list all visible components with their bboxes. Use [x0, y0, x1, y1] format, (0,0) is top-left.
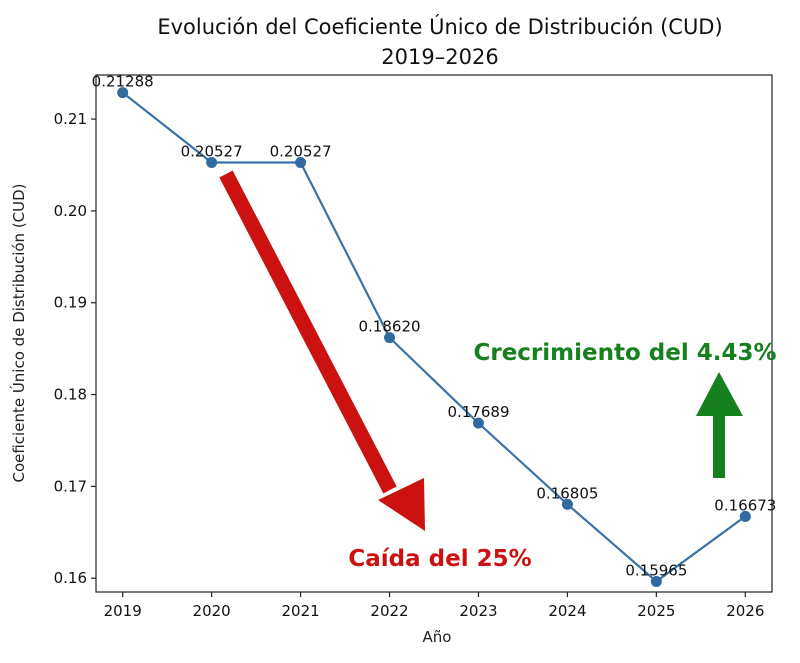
y-tick-label: 0.21 [54, 110, 87, 128]
chart-title-line2: 2019–2026 [381, 45, 498, 69]
data-point [117, 87, 129, 99]
data-label: 0.20527 [270, 143, 332, 161]
data-label: 0.20527 [181, 143, 243, 161]
y-tick-label: 0.17 [54, 477, 87, 495]
x-tick-label: 2022 [370, 602, 408, 620]
data-label: 0.15965 [625, 561, 687, 579]
data-point [650, 575, 662, 587]
data-label: 0.18620 [359, 318, 421, 336]
x-tick-label: 2026 [726, 602, 764, 620]
data-point [739, 510, 751, 522]
data-label: 0.16805 [536, 484, 598, 502]
series-line [122, 91, 746, 583]
data-point [384, 332, 396, 344]
data-point [561, 498, 573, 510]
decrease-arrow-icon [219, 170, 425, 531]
data-point [295, 157, 307, 169]
plot-frame [95, 74, 773, 593]
increase-arrow-icon [696, 372, 743, 478]
x-tick-label: 2023 [459, 602, 497, 620]
decrease-annotation: Caída del 25% [348, 546, 531, 572]
y-axis-label: Coeficiente Único de Distribución (CUD) [9, 183, 28, 482]
data-label: 0.16673 [714, 496, 776, 514]
x-axis: 2019 2020 2021 2022 2023 2024 2025 2026 [104, 592, 764, 620]
data-label: 0.21288 [92, 73, 154, 91]
x-tick-label: 2020 [193, 602, 231, 620]
y-tick-label: 0.18 [54, 386, 87, 404]
x-tick-label: 2021 [281, 602, 319, 620]
data-point [472, 417, 484, 429]
x-axis-label: Año [423, 628, 452, 646]
x-tick-label: 2025 [637, 602, 675, 620]
data-label: 0.17689 [447, 403, 509, 421]
y-axis: 0.16 0.17 0.18 0.19 0.20 0.21 [54, 110, 96, 587]
y-tick-label: 0.16 [54, 569, 87, 587]
data-labels: 0.21288 0.20527 0.20527 0.18620 0.17689 0.168… [92, 73, 777, 580]
chart-title-line1: Evolución del Coeficiente Único de Distr… [157, 14, 722, 39]
x-tick-label: 2019 [104, 602, 142, 620]
y-tick-label: 0.20 [54, 202, 87, 220]
y-tick-label: 0.19 [54, 294, 87, 312]
data-point [206, 157, 218, 169]
increase-annotation: Crecrimiento del 4.43% [473, 340, 776, 366]
series-group [117, 87, 751, 587]
x-tick-label: 2024 [548, 602, 586, 620]
